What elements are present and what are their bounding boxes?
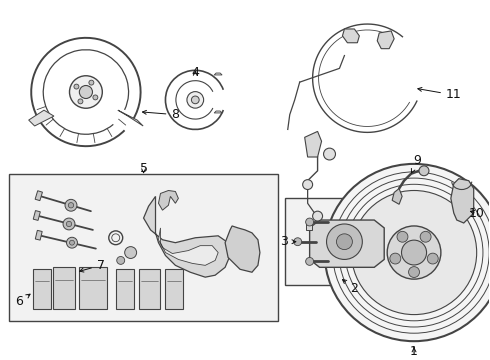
Polygon shape <box>166 269 183 309</box>
Polygon shape <box>214 73 222 75</box>
Polygon shape <box>33 269 51 309</box>
Text: 3: 3 <box>280 235 296 248</box>
Circle shape <box>390 253 401 264</box>
Polygon shape <box>139 269 161 309</box>
Circle shape <box>63 218 75 230</box>
Circle shape <box>79 86 93 99</box>
Circle shape <box>306 218 314 226</box>
Text: 7: 7 <box>80 259 105 272</box>
Circle shape <box>93 95 98 100</box>
Text: 6: 6 <box>15 294 30 308</box>
Polygon shape <box>343 29 359 43</box>
Circle shape <box>68 203 73 208</box>
Circle shape <box>124 247 137 258</box>
Circle shape <box>337 234 352 249</box>
Text: 2: 2 <box>343 280 358 296</box>
Circle shape <box>70 240 74 245</box>
Polygon shape <box>118 110 143 126</box>
Circle shape <box>409 267 419 278</box>
Text: 4: 4 <box>192 66 199 79</box>
Polygon shape <box>79 267 107 309</box>
Circle shape <box>192 96 199 104</box>
Text: 11: 11 <box>418 87 462 102</box>
Polygon shape <box>451 179 474 223</box>
Circle shape <box>420 231 431 242</box>
Circle shape <box>294 238 302 246</box>
Circle shape <box>187 91 204 108</box>
Polygon shape <box>116 269 134 309</box>
Polygon shape <box>310 220 384 267</box>
Circle shape <box>397 231 408 242</box>
Circle shape <box>387 226 441 279</box>
FancyBboxPatch shape <box>285 198 389 285</box>
Circle shape <box>303 180 313 189</box>
Circle shape <box>66 221 72 227</box>
Circle shape <box>401 240 427 265</box>
Circle shape <box>427 253 438 264</box>
Polygon shape <box>214 111 222 113</box>
Circle shape <box>306 257 314 265</box>
Circle shape <box>74 84 79 89</box>
Circle shape <box>70 76 102 108</box>
Text: 5: 5 <box>140 162 147 175</box>
Text: 10: 10 <box>469 207 485 220</box>
Circle shape <box>78 99 83 104</box>
Circle shape <box>117 256 124 264</box>
Polygon shape <box>306 220 312 230</box>
Polygon shape <box>29 110 54 126</box>
Circle shape <box>65 199 77 211</box>
Circle shape <box>313 211 322 221</box>
Text: 1: 1 <box>410 345 418 357</box>
Text: 8: 8 <box>143 108 179 121</box>
Circle shape <box>89 80 94 85</box>
Polygon shape <box>158 190 178 210</box>
Polygon shape <box>158 228 218 265</box>
Polygon shape <box>53 267 75 309</box>
Circle shape <box>324 164 490 341</box>
Circle shape <box>67 237 77 248</box>
Circle shape <box>323 148 336 160</box>
Polygon shape <box>392 189 402 204</box>
Polygon shape <box>35 191 43 201</box>
Circle shape <box>351 190 477 315</box>
Text: 9: 9 <box>412 154 421 173</box>
Circle shape <box>326 224 362 260</box>
Polygon shape <box>144 197 230 277</box>
Circle shape <box>419 166 429 176</box>
Polygon shape <box>33 211 40 220</box>
FancyBboxPatch shape <box>9 174 278 321</box>
Polygon shape <box>35 230 42 240</box>
Polygon shape <box>377 31 394 49</box>
Polygon shape <box>225 226 260 272</box>
Polygon shape <box>305 131 321 157</box>
